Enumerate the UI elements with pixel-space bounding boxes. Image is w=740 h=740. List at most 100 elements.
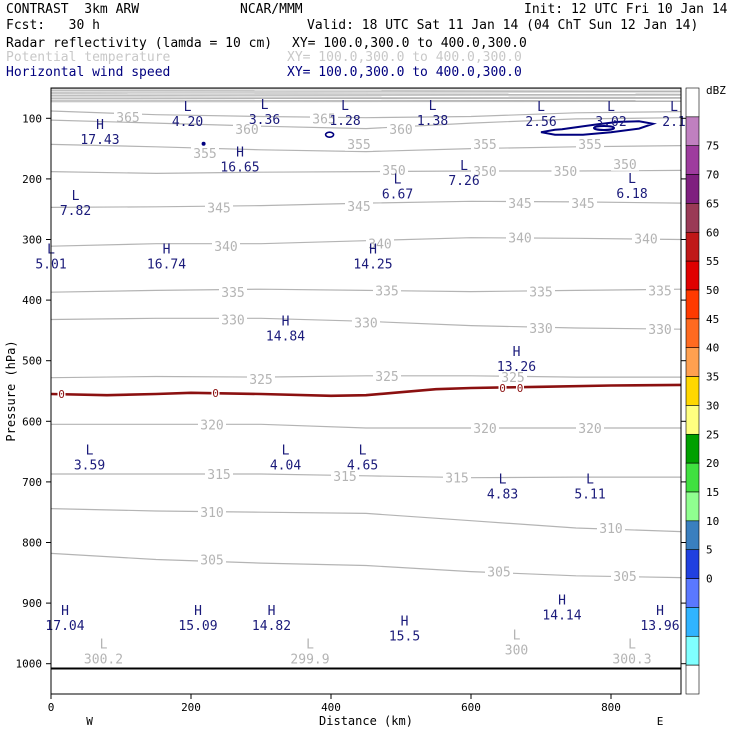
extremum-low: L6.18 bbox=[616, 172, 647, 202]
extremum-high: H14.84 bbox=[266, 315, 305, 345]
colorbar-level: 50 bbox=[706, 284, 719, 297]
extremum-value: 300.3 bbox=[612, 653, 651, 668]
colorbar-level: 75 bbox=[706, 140, 719, 153]
theta-label: 305 bbox=[200, 553, 223, 568]
extremum-type: L bbox=[607, 100, 615, 115]
colorbar-swatch bbox=[685, 318, 700, 349]
theta-label: 355 bbox=[473, 138, 496, 153]
field-theta-xy: XY= 100.0,300.0 to 400.0,300.0 bbox=[287, 50, 522, 65]
extremum-type: H bbox=[61, 604, 69, 619]
theta-contour-325 bbox=[51, 375, 681, 379]
extremum-high: H17.43 bbox=[80, 118, 119, 148]
theta-label: 350 bbox=[382, 164, 405, 179]
theta-label: 350 bbox=[473, 165, 496, 180]
y-tick-label: 100 bbox=[22, 112, 42, 125]
extremum-type: H bbox=[558, 593, 566, 608]
theta-contour-315 bbox=[51, 473, 681, 479]
colorbar-swatch bbox=[685, 578, 700, 608]
reflectivity-0dbz-line bbox=[50, 383, 682, 398]
theta-contour-305 bbox=[51, 552, 681, 579]
theta-label: 345 bbox=[508, 197, 531, 212]
extremum-type: L bbox=[306, 638, 314, 653]
extremum-type: L bbox=[499, 473, 507, 488]
extremum-value: 3.02 bbox=[595, 115, 626, 130]
theta-label: 310 bbox=[200, 506, 223, 521]
extremum-value: 14.84 bbox=[266, 330, 305, 345]
theta-contour-310 bbox=[51, 508, 681, 533]
theta-label: 355 bbox=[347, 138, 370, 153]
theta-label: 360 bbox=[235, 123, 258, 138]
colorbar-swatch bbox=[685, 607, 700, 637]
theta-label: 350 bbox=[613, 158, 636, 173]
east-label: E bbox=[657, 715, 664, 728]
colorbar-swatch bbox=[685, 520, 700, 551]
extremum-value: 2.56 bbox=[525, 115, 556, 130]
field-reflectivity: Radar reflectivity (lamda = 10 cm) bbox=[6, 36, 273, 51]
extremum-low: L2.56 bbox=[525, 100, 556, 130]
extremum-value: 15.5 bbox=[389, 630, 420, 645]
extremum-high: H14.25 bbox=[353, 242, 392, 272]
extremum-type: L bbox=[460, 159, 468, 174]
colorbar-unit: dBZ bbox=[706, 84, 726, 97]
init-time: Init: 12 UTC Fri 10 Jan 14 bbox=[524, 2, 728, 17]
colorbar-swatch bbox=[685, 491, 700, 522]
extremum-value: 2.1 bbox=[662, 115, 685, 130]
theta-label: 320 bbox=[473, 422, 496, 437]
colorbar-swatch bbox=[685, 87, 700, 118]
extremum-value: 17.04 bbox=[45, 619, 84, 634]
theta-label: 330 bbox=[648, 323, 671, 338]
theta-label: 345 bbox=[207, 201, 230, 216]
extremum-value: 4.20 bbox=[172, 115, 203, 130]
x-tick-label: 400 bbox=[321, 701, 341, 714]
extremum-value: 7.26 bbox=[448, 174, 479, 189]
extremum-type: H bbox=[656, 604, 664, 619]
colorbar-swatch bbox=[685, 376, 700, 406]
field-reflectivity-xy: XY= 100.0,300.0 to 400.0,300.0 bbox=[292, 36, 527, 51]
field-wind: Horizontal wind speed bbox=[6, 65, 171, 80]
colorbar-swatch bbox=[685, 664, 700, 695]
extremum-high: H17.04 bbox=[45, 604, 84, 634]
extremum-low: L4.65 bbox=[347, 444, 378, 474]
extremum-low: L1.28 bbox=[329, 99, 360, 129]
extremum-type: L bbox=[586, 473, 594, 488]
extremum-low: L3.36 bbox=[249, 98, 280, 128]
theta-label: 315 bbox=[333, 470, 356, 485]
theta-label: 365 bbox=[116, 111, 139, 126]
valid-time: Valid: 18 UTC Sat 11 Jan 14 (04 ChT Sun … bbox=[307, 18, 699, 33]
theta-label: 340 bbox=[368, 238, 391, 253]
extremum-type: L bbox=[628, 172, 636, 187]
extremum-value: 1.28 bbox=[329, 114, 360, 129]
colorbar-level: 45 bbox=[706, 313, 719, 326]
colorbar-level: 0 bbox=[706, 573, 713, 586]
theta-label: 355 bbox=[578, 138, 601, 153]
theta-contour-365 bbox=[51, 110, 681, 119]
colorbar-swatch bbox=[685, 433, 700, 464]
extremum-low: L2.1 bbox=[662, 100, 685, 130]
extremum-type: L bbox=[670, 100, 678, 115]
extremum-value: 3.59 bbox=[74, 459, 105, 474]
colorbar-level: 55 bbox=[706, 255, 719, 268]
extremum-type: H bbox=[369, 242, 377, 257]
extremum-type: H bbox=[236, 145, 244, 160]
colorbar-swatch bbox=[685, 347, 700, 377]
theta-label: 340 bbox=[214, 240, 237, 255]
colorbar-swatch bbox=[685, 145, 700, 175]
theta-label: 350 bbox=[554, 165, 577, 180]
extremum-low: L7.82 bbox=[60, 189, 91, 219]
theta-label: 320 bbox=[200, 418, 223, 433]
extremum-high: H15.09 bbox=[178, 604, 217, 634]
x-tick-label: 200 bbox=[181, 701, 201, 714]
theta-label: 310 bbox=[599, 522, 622, 537]
extremum-type: H bbox=[96, 118, 104, 133]
theta-label: 335 bbox=[529, 286, 552, 301]
x-tick-label: 800 bbox=[601, 701, 621, 714]
extremum-value: 13.96 bbox=[640, 619, 679, 634]
extremum-type: H bbox=[163, 242, 171, 257]
colorbar-level: 65 bbox=[706, 197, 719, 210]
colorbar-level: 35 bbox=[706, 371, 719, 384]
wind-speed-contour bbox=[201, 120, 657, 146]
